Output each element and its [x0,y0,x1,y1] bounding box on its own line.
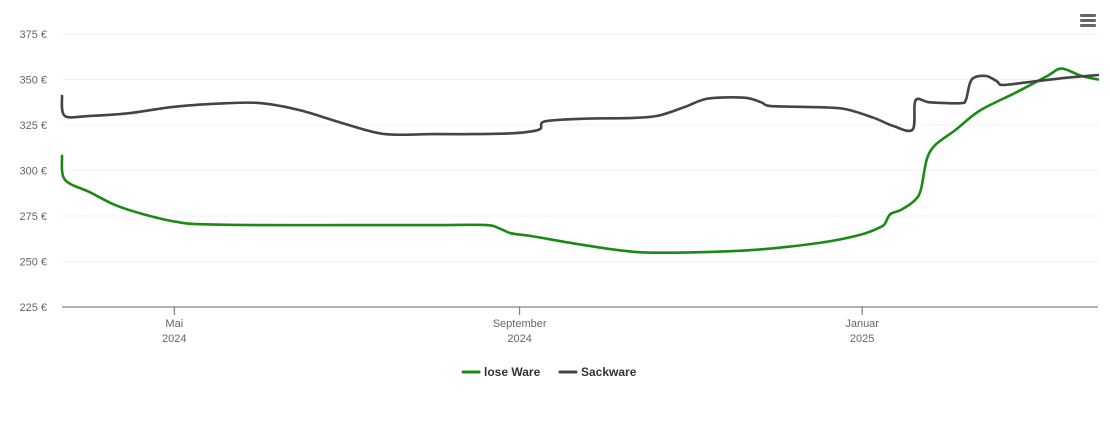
x-tick-label: Januar [845,318,879,330]
y-tick-label: 275 € [19,211,47,223]
y-tick-label: 325 € [19,120,47,132]
x-tick-label: September [493,318,547,330]
legend-label-1: Sackware [581,365,637,379]
series-line-1 [60,73,1100,137]
y-tick-label: 300 € [19,166,47,178]
y-tick-label: 225 € [19,302,47,314]
x-tick-sublabel: 2025 [850,333,874,345]
x-tick-sublabel: 2024 [162,333,186,345]
x-tick-label: Mai [165,318,183,330]
hamburger-menu-icon[interactable] [1076,10,1100,32]
legend-label-0: lose Ware [484,365,541,379]
y-tick-label: 250 € [19,257,47,269]
x-tick-sublabel: 2024 [507,333,531,345]
series-line-0 [60,67,1100,254]
y-tick-label: 350 € [19,75,47,87]
y-tick-label: 375 € [19,29,47,41]
